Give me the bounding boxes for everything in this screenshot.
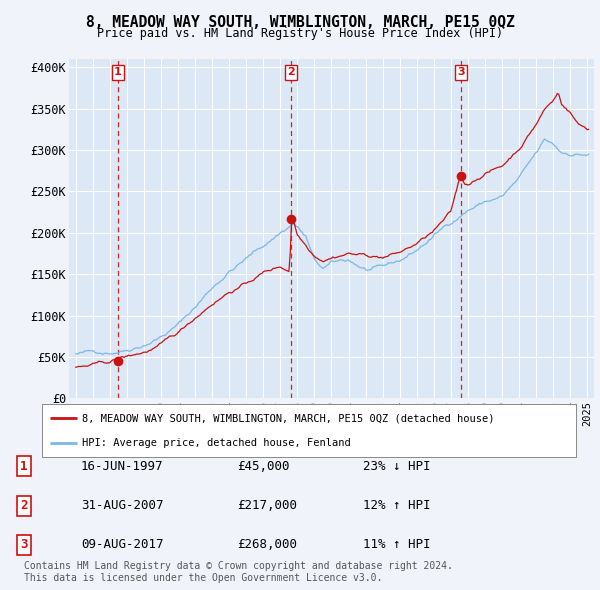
Text: £45,000: £45,000 [237, 460, 290, 473]
Text: £217,000: £217,000 [237, 499, 297, 513]
Text: 16-JUN-1997: 16-JUN-1997 [81, 460, 163, 473]
Text: 8, MEADOW WAY SOUTH, WIMBLINGTON, MARCH, PE15 0QZ (detached house): 8, MEADOW WAY SOUTH, WIMBLINGTON, MARCH,… [82, 414, 494, 424]
Text: 2: 2 [287, 67, 295, 77]
Text: 11% ↑ HPI: 11% ↑ HPI [363, 538, 431, 552]
Text: HPI: Average price, detached house, Fenland: HPI: Average price, detached house, Fenl… [82, 438, 351, 448]
Text: 8, MEADOW WAY SOUTH, WIMBLINGTON, MARCH, PE15 0QZ: 8, MEADOW WAY SOUTH, WIMBLINGTON, MARCH,… [86, 15, 514, 30]
Text: 23% ↓ HPI: 23% ↓ HPI [363, 460, 431, 473]
Text: 1: 1 [114, 67, 122, 77]
Text: Price paid vs. HM Land Registry's House Price Index (HPI): Price paid vs. HM Land Registry's House … [97, 27, 503, 40]
Text: 3: 3 [457, 67, 465, 77]
Text: 31-AUG-2007: 31-AUG-2007 [81, 499, 163, 513]
Text: £268,000: £268,000 [237, 538, 297, 552]
Text: Contains HM Land Registry data © Crown copyright and database right 2024.
This d: Contains HM Land Registry data © Crown c… [24, 561, 453, 583]
Text: 09-AUG-2017: 09-AUG-2017 [81, 538, 163, 552]
Text: 1: 1 [20, 460, 28, 473]
Text: 3: 3 [20, 538, 28, 552]
Text: 2: 2 [20, 499, 28, 513]
Text: 12% ↑ HPI: 12% ↑ HPI [363, 499, 431, 513]
